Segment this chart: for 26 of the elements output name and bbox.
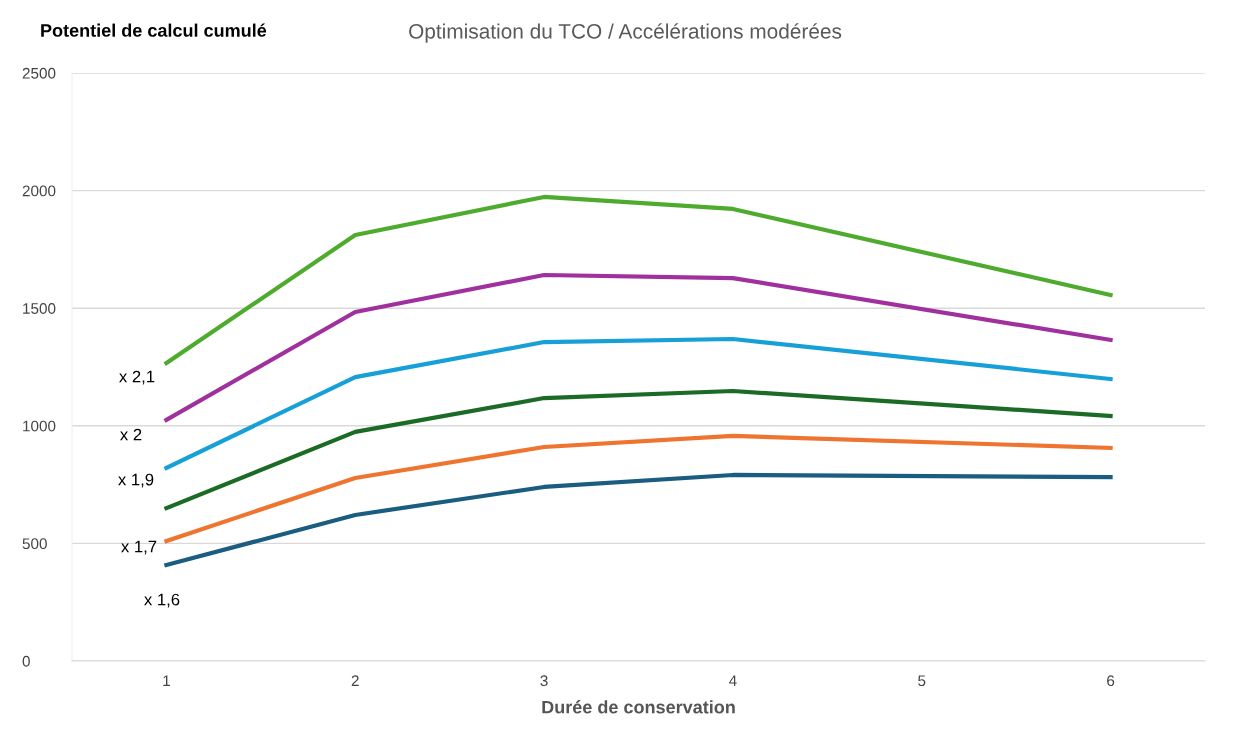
annotation: x 2 [120, 428, 142, 441]
x-tick-label: 1 [163, 675, 170, 686]
y-axis-title: Potentiel de calcul cumulé [41, 23, 267, 37]
annotation: x 2,1 [119, 370, 155, 385]
line-series [164, 194, 1113, 366]
y-tick-label: 1500 [23, 303, 56, 314]
line-series [164, 336, 1113, 470]
line-series [164, 388, 1113, 511]
y-tick-label: 500 [22, 538, 47, 550]
line-series [164, 272, 1113, 423]
y-tick-label: 2500 [22, 67, 56, 79]
annotation: x 1,9 [118, 473, 154, 488]
x-tick-label: 4 [729, 675, 737, 686]
line-series [164, 433, 1113, 544]
chart-title: Optimisation du TCO / Accélérations modérées [409, 23, 842, 43]
line-series [164, 472, 1113, 568]
x-tick-label: 6 [1107, 675, 1115, 687]
x-tick-label: 5 [918, 675, 926, 687]
annotation: x 1,7 [121, 540, 157, 555]
annotation: x 1,6 [144, 593, 180, 608]
y-tick-label: 2000 [22, 185, 56, 197]
y-tick-label: 1000 [23, 420, 56, 432]
x-tick-label: 3 [540, 675, 548, 687]
x-tick-label: 2 [351, 675, 359, 686]
y-tick-label: 0 [22, 655, 30, 667]
x-axis-title: Durée de conservation [542, 700, 735, 714]
